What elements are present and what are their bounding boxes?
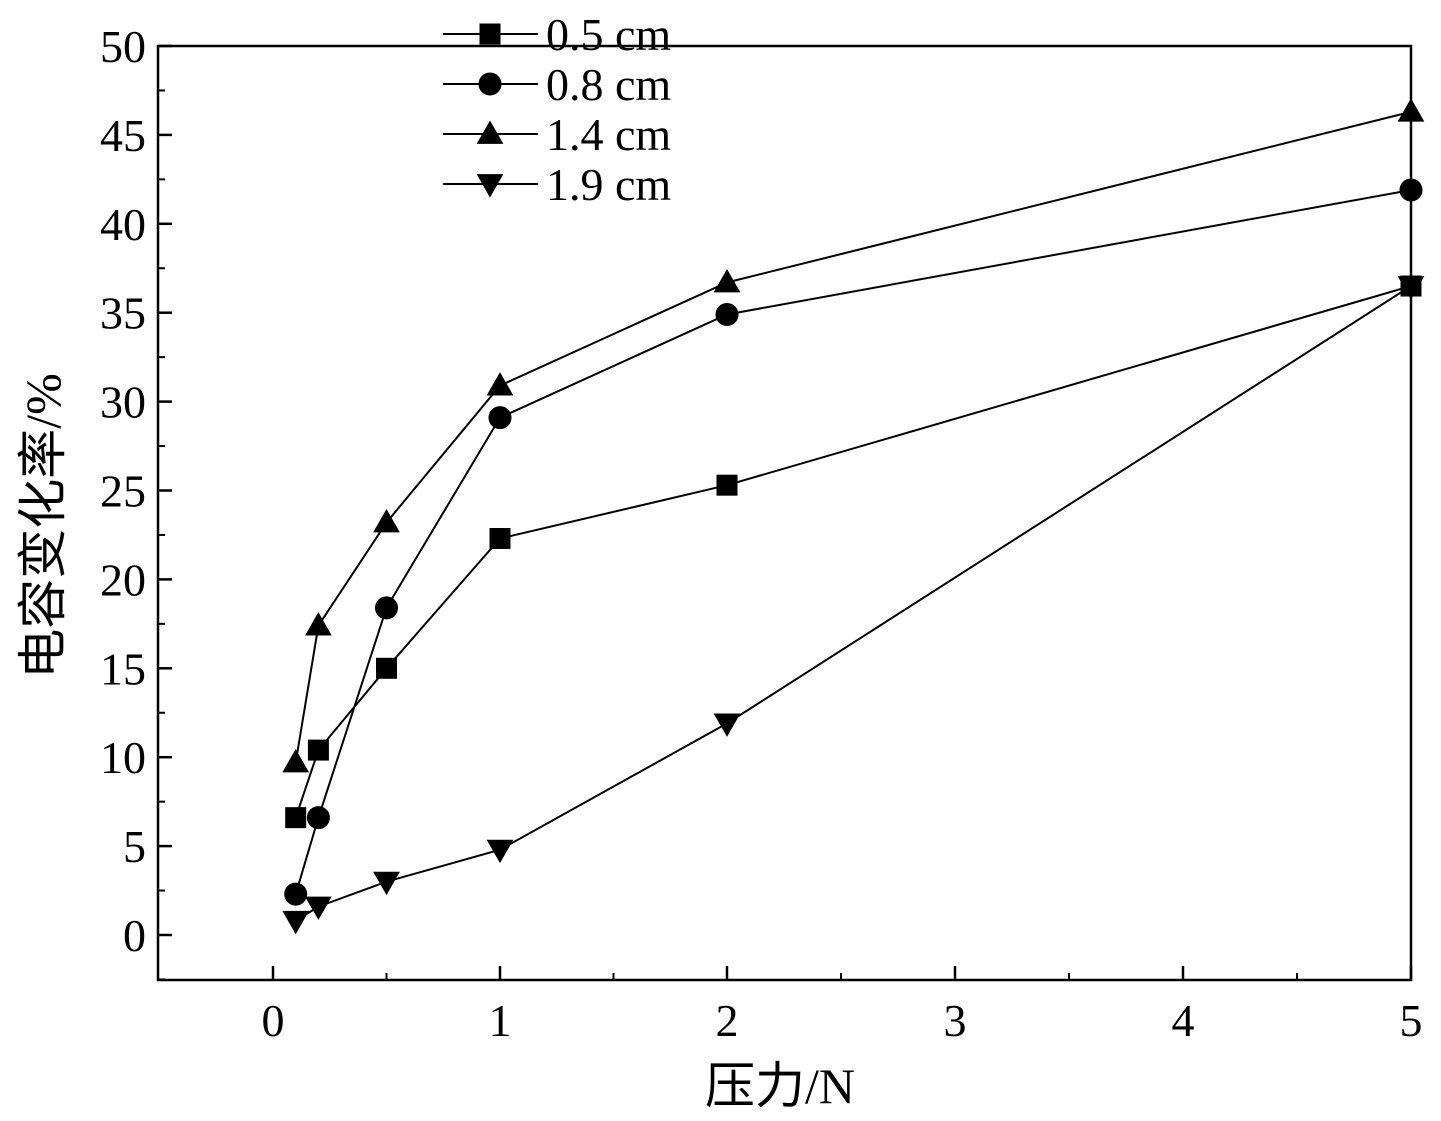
legend-marker (476, 120, 504, 144)
legend-marker (476, 174, 504, 198)
x-tick-label: 2 (716, 995, 739, 1046)
data-point (713, 713, 741, 737)
series-line (294, 189, 1412, 895)
x-tick-label: 3 (944, 995, 967, 1046)
y-tick-label: 50 (100, 21, 146, 72)
legend-item: 1.4 cm (443, 109, 671, 160)
data-point (1397, 276, 1425, 300)
series-layer (282, 98, 1425, 935)
data-point (489, 528, 511, 550)
y-tick-label: 25 (100, 466, 146, 517)
plot-frame (156, 44, 1413, 982)
y-tick-label: 0 (123, 910, 146, 961)
legend-marker (479, 23, 501, 45)
series-3 (282, 276, 1425, 935)
data-point (1399, 178, 1423, 202)
data-point (376, 657, 397, 679)
data-point (373, 508, 400, 533)
data-point (713, 268, 741, 293)
legend-item: 1.9 cm (443, 159, 671, 210)
data-point (716, 474, 738, 496)
y-tick-label: 45 (100, 110, 146, 161)
y-tick-label: 40 (100, 199, 146, 250)
data-point (715, 302, 739, 326)
x-tick-label: 5 (1400, 995, 1423, 1046)
data-point (488, 406, 512, 430)
data-point (284, 882, 308, 906)
data-point (373, 871, 400, 896)
data-point (1397, 98, 1425, 122)
series-line (294, 285, 1412, 819)
series-0 (285, 275, 1422, 829)
x-tick-label: 1 (489, 995, 512, 1046)
data-point (375, 596, 398, 620)
legend-label: 0.8 cm (546, 59, 671, 110)
x-axis-title: 压力/N (705, 1058, 855, 1114)
y-tick-label: 15 (100, 643, 146, 694)
data-point (307, 739, 329, 761)
data-point (285, 807, 307, 829)
legend-item: 0.5 cm (443, 9, 671, 60)
series-line (294, 110, 1412, 763)
data-point (305, 612, 332, 636)
data-point (306, 806, 330, 830)
series-1 (284, 178, 1423, 906)
data-point (282, 749, 310, 773)
data-point (282, 910, 310, 935)
series-2 (282, 98, 1425, 773)
x-tick-label: 0 (262, 995, 285, 1046)
x-tick-label: 4 (1172, 995, 1195, 1046)
legend-label: 1.4 cm (546, 109, 671, 160)
legend-item: 0.8 cm (443, 59, 671, 110)
data-point (305, 896, 332, 921)
y-tick-label: 35 (100, 288, 146, 339)
y-tick-label: 20 (100, 554, 146, 605)
legend-label: 0.5 cm (546, 9, 671, 60)
data-point (486, 372, 514, 396)
data-point (486, 839, 514, 864)
y-axis-title: 电容变化率/% (15, 373, 71, 679)
y-tick-label: 10 (100, 732, 146, 783)
series-line (295, 285, 1412, 922)
legend-label: 1.9 cm (546, 159, 671, 210)
y-tick-label: 5 (123, 821, 146, 872)
legend-marker (478, 72, 502, 96)
y-tick-label: 30 (100, 377, 146, 428)
legend: 0.5 cm0.8 cm1.4 cm1.9 cm (443, 9, 671, 210)
